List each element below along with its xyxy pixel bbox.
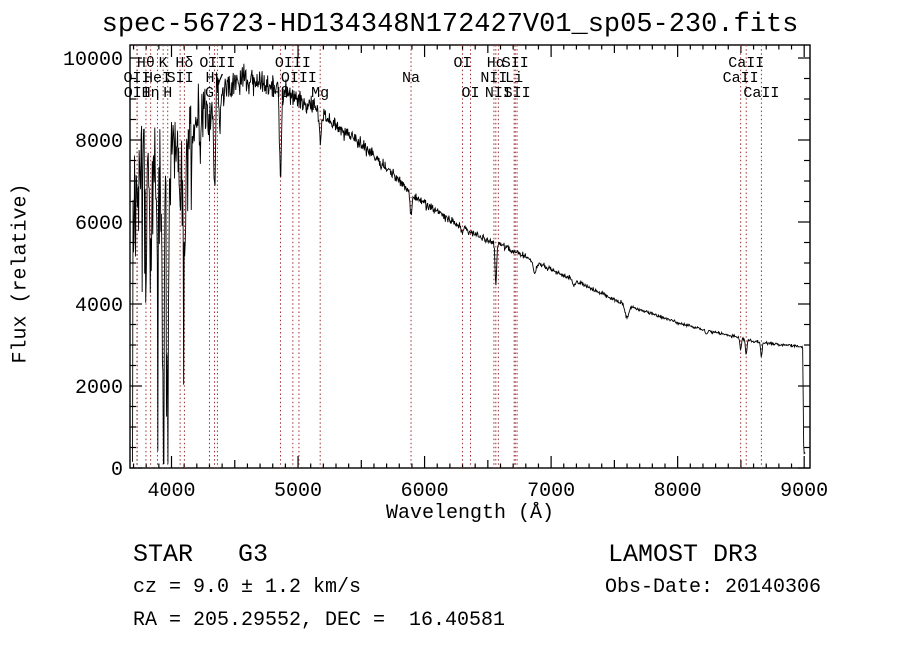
cz-velocity-label: cz = 9.0 ± 1.2 km/s bbox=[133, 576, 362, 599]
spectral-line-label: SII bbox=[502, 55, 529, 72]
y-axis-title: Flux (relative) bbox=[9, 183, 33, 364]
spectral-line-label: CaII bbox=[728, 55, 764, 72]
x-tick-label: 5000 bbox=[274, 480, 322, 503]
y-tick-label: 2000 bbox=[75, 377, 123, 400]
spectral-line-label: Hα bbox=[487, 55, 505, 72]
y-tick-label: 0 bbox=[111, 459, 123, 482]
spectral-line-label: Hη bbox=[142, 85, 160, 102]
x-tick-label: 7000 bbox=[527, 480, 575, 503]
spectral-line-label: NII bbox=[480, 70, 507, 87]
plot-frame bbox=[129, 44, 811, 469]
spectral-line-label: OII bbox=[123, 70, 150, 87]
spectral-line-label: H bbox=[163, 85, 172, 102]
y-tick-label: 4000 bbox=[75, 295, 123, 318]
spectral-line-label: Li bbox=[505, 70, 523, 87]
y-tick-label: 6000 bbox=[75, 213, 123, 236]
x-axis-title: Wavelength (Å) bbox=[385, 502, 555, 525]
spectrum-trace bbox=[132, 63, 806, 464]
spectral-line-label: SII bbox=[167, 70, 194, 87]
spectral-line-label: OIII bbox=[275, 55, 311, 72]
spectral-line-label: OII bbox=[124, 85, 151, 102]
spectral-line-label: G bbox=[205, 85, 214, 102]
x-tick-label: 6000 bbox=[401, 480, 449, 503]
x-tick-label: 4000 bbox=[147, 480, 195, 503]
x-tick-label: 9000 bbox=[780, 480, 828, 503]
spectral-line-label: Mg bbox=[311, 85, 329, 102]
spectral-line-label: OIII bbox=[199, 55, 235, 72]
ra-dec-label: RA = 205.29552, DEC = 16.40581 bbox=[133, 609, 506, 632]
spectral-line-label: Na bbox=[402, 70, 420, 87]
spectral-line-label: K bbox=[159, 55, 168, 72]
object-class-label: STAR G3 bbox=[133, 540, 269, 569]
spectral-line-label: SII bbox=[504, 85, 531, 102]
spectral-line-label: OI bbox=[454, 55, 472, 72]
spectral-line-label: CaII bbox=[723, 70, 759, 87]
spectral-line-label: NII bbox=[485, 85, 512, 102]
figure-title: spec-56723-HD134348N172427V01_sp05-230.f… bbox=[101, 10, 799, 40]
spectral-line-label: OIII bbox=[281, 70, 317, 87]
spectral-line-label: Hθ bbox=[137, 55, 155, 72]
x-tick-label: 8000 bbox=[654, 480, 702, 503]
spectral-line-label: HeI bbox=[144, 70, 171, 87]
spectral-line-label: CaII bbox=[743, 85, 779, 102]
obs-date-label: Obs-Date: 20140306 bbox=[605, 576, 822, 599]
y-tick-label: 8000 bbox=[75, 131, 123, 154]
survey-release-label: LAMOST DR3 bbox=[608, 540, 759, 569]
y-tick-label: 10000 bbox=[63, 49, 123, 72]
spectral-line-label: Hγ bbox=[206, 70, 224, 87]
spectral-line-label: OI bbox=[461, 85, 479, 102]
spectral-line-label: Hδ bbox=[175, 55, 193, 72]
